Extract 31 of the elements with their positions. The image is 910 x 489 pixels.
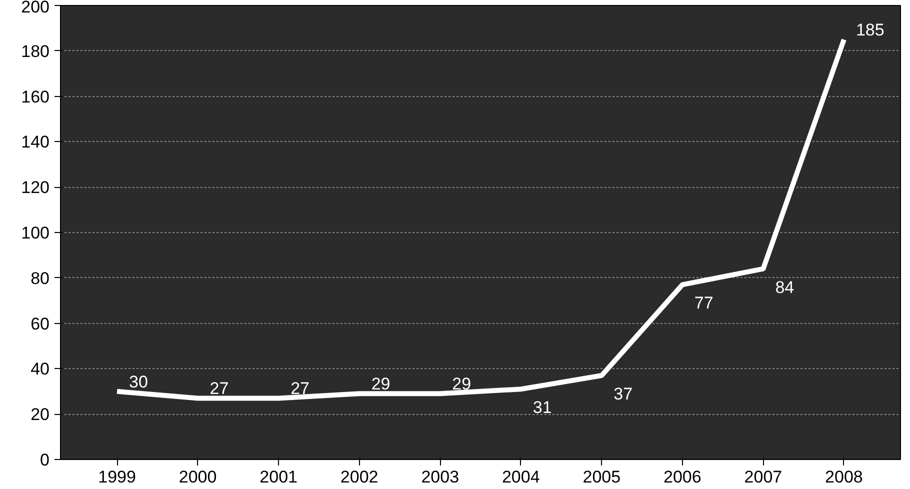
y-tick-label: 40 bbox=[30, 360, 50, 379]
data-label: 77 bbox=[694, 294, 714, 313]
x-tick-label: 2008 bbox=[825, 468, 863, 486]
data-label: 84 bbox=[775, 278, 794, 297]
x-tick-label: 2005 bbox=[582, 468, 621, 486]
data-label: 29 bbox=[371, 374, 390, 394]
data-label: 37 bbox=[614, 384, 633, 404]
data-label: 31 bbox=[532, 398, 552, 418]
data-label: 30 bbox=[129, 372, 148, 392]
data-label: 29 bbox=[452, 374, 472, 394]
x-tick-label: 2004 bbox=[502, 468, 540, 486]
y-tick-label: 20 bbox=[30, 405, 50, 424]
y-tick-label: 120 bbox=[21, 178, 50, 198]
x-tick-label: 2006 bbox=[664, 468, 702, 486]
x-tick-label: 2001 bbox=[260, 468, 298, 486]
y-tick-label: 160 bbox=[21, 87, 50, 106]
x-tick-label: 2000 bbox=[178, 468, 217, 486]
data-label: 27 bbox=[210, 379, 229, 398]
data-label: 27 bbox=[290, 379, 310, 398]
y-tick-label: 100 bbox=[21, 224, 50, 242]
y-tick-label: 60 bbox=[30, 314, 50, 334]
x-tick-label: 1999 bbox=[98, 468, 136, 486]
x-tick-label: 2003 bbox=[421, 468, 460, 486]
y-tick-label: 140 bbox=[21, 132, 50, 152]
x-tick-label: 2007 bbox=[744, 468, 782, 486]
y-tick-label: 200 bbox=[21, 0, 50, 16]
x-tick-label: 2002 bbox=[340, 468, 378, 486]
y-tick-label: 0 bbox=[40, 450, 50, 470]
y-tick-label: 80 bbox=[30, 268, 50, 288]
y-tick-label: 180 bbox=[21, 42, 50, 61]
data-label: 185 bbox=[856, 20, 884, 40]
